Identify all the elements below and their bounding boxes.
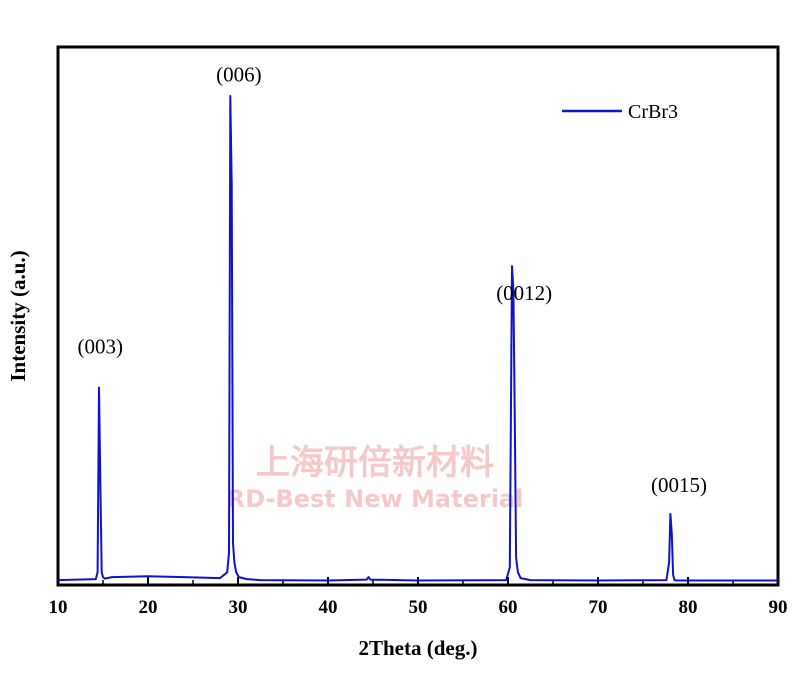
x-axis-title: 2Theta (deg.) <box>359 636 478 660</box>
y-axis-title: Intensity (a.u.) <box>6 250 30 381</box>
x-tick-label: 60 <box>499 597 518 618</box>
x-tick-label: 90 <box>769 597 788 618</box>
x-axis-tick-labels: 10 20 30 40 50 60 70 80 90 <box>49 597 788 618</box>
legend: CrBr3 <box>562 101 678 123</box>
x-tick-label: 50 <box>409 597 428 618</box>
watermark-line-2: RD-Best New Material <box>227 485 524 513</box>
peak-label: (003) <box>78 335 124 359</box>
x-tick-label: 40 <box>319 597 338 618</box>
peak-annotations: (003) (006) (0012) (0015) <box>78 62 707 497</box>
x-tick-label: 30 <box>229 597 248 618</box>
x-tick-label: 80 <box>679 597 698 618</box>
legend-label-crbr3: CrBr3 <box>628 101 678 123</box>
watermark-line-1: 上海研倍新材料 <box>256 443 494 483</box>
peak-label: (006) <box>216 62 262 86</box>
x-tick-label: 10 <box>49 597 68 618</box>
peak-label: (0015) <box>651 473 707 497</box>
x-tick-label: 70 <box>589 597 608 618</box>
x-tick-label: 20 <box>139 597 158 618</box>
series-line-crbr3 <box>57 95 778 582</box>
peak-label: (0012) <box>496 281 552 305</box>
